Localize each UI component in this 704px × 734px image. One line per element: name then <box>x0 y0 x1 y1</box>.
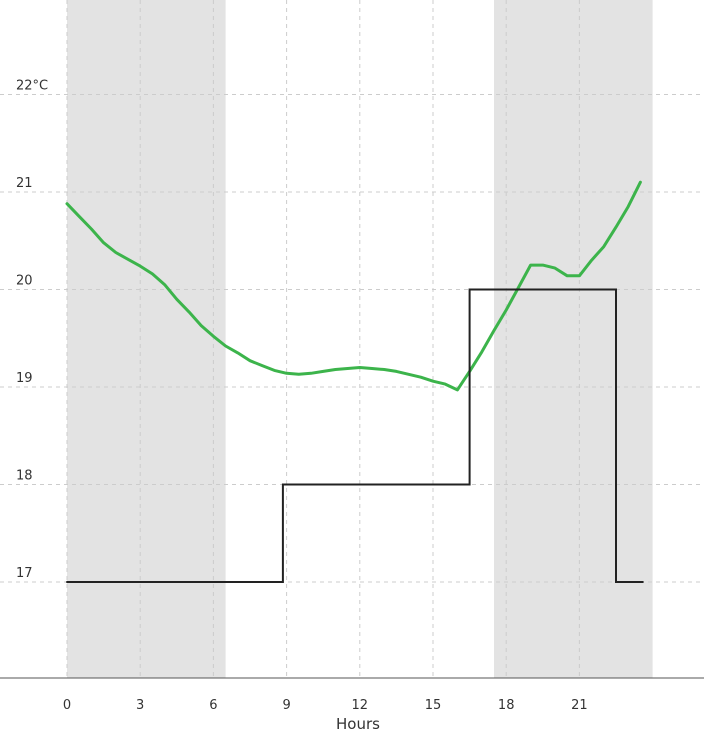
x-tick-label: 3 <box>136 698 144 713</box>
x-tick-label: 15 <box>425 698 442 713</box>
y-tick-label: 20 <box>16 274 33 289</box>
series-lines <box>65 180 644 583</box>
x-tick-label: 18 <box>498 698 515 713</box>
y-tick-label: 22°C <box>16 79 48 94</box>
x-tick-label: 21 <box>571 698 588 713</box>
x-tick-label: 6 <box>209 698 217 713</box>
x-tick-label: 0 <box>63 698 71 713</box>
y-tick-label: 21 <box>16 176 33 191</box>
y-axis-ticks: 17 18 19 20 21 22°C <box>16 79 48 582</box>
y-tick-label: 17 <box>16 566 33 581</box>
night-shading <box>67 0 653 678</box>
y-tick-label: 18 <box>16 469 33 484</box>
temperature-line <box>65 180 642 392</box>
setpoint-step-line <box>66 288 644 583</box>
x-axis-ticks: 0 3 6 9 12 15 18 21 <box>63 698 588 713</box>
y-tick-label: 19 <box>16 371 33 386</box>
shaded-period-1 <box>494 0 653 678</box>
x-axis-title: Hours <box>336 715 380 733</box>
shaded-period-0 <box>67 0 226 678</box>
x-tick-label: 9 <box>282 698 290 713</box>
x-tick-label: 12 <box>352 698 369 713</box>
